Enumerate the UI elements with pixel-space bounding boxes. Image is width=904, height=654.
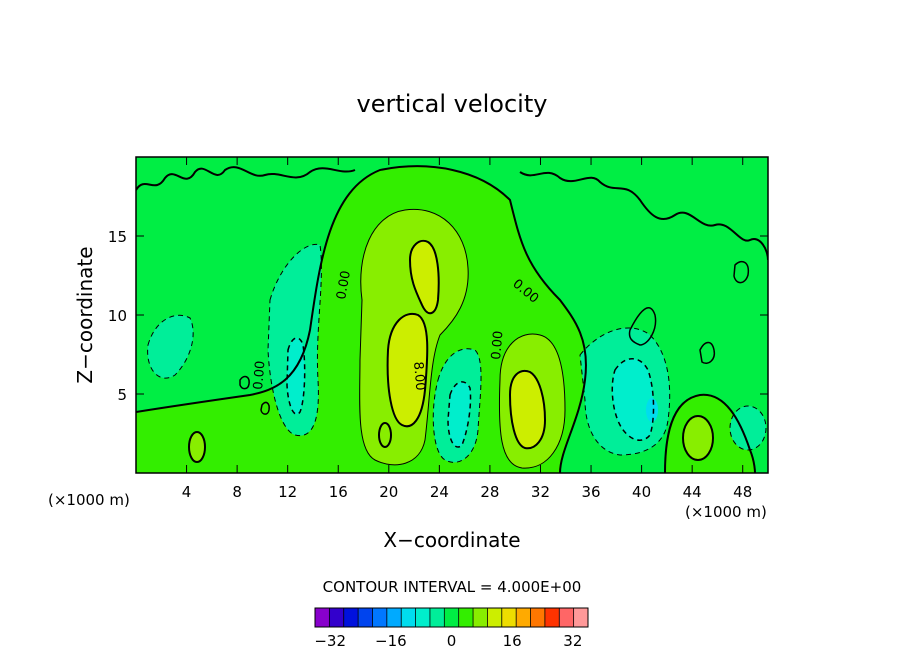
colorbar-swatch — [458, 608, 474, 627]
colorbar-frame — [314, 607, 589, 628]
x-tick-label: 20 — [379, 483, 398, 501]
x-tick-label: 48 — [733, 483, 752, 501]
x-tick-label: 40 — [632, 483, 651, 501]
colorbar-tick-label: −16 — [375, 632, 407, 650]
colorbar-swatch — [315, 608, 330, 627]
colorbar-ticks: −32 −16 0 16 32 — [314, 632, 582, 650]
y-axis-ticks: 5 10 15 — [108, 228, 768, 404]
colorbar-swatch — [429, 608, 445, 627]
x-tick-label: 44 — [683, 483, 702, 501]
downdraft-west-inner — [287, 338, 305, 415]
colorbar-swatch — [401, 608, 416, 627]
colorbar-swatch — [386, 608, 402, 627]
colorbar-swatch — [473, 608, 488, 627]
colorbar-tick-label: −32 — [314, 632, 346, 650]
colorbar-swatch — [487, 608, 503, 627]
updraft-west — [189, 432, 205, 462]
downdraft-east-core — [646, 398, 658, 422]
x-unit-label-right: (×1000 m) — [685, 503, 767, 521]
colorbar-swatch — [544, 608, 560, 627]
contour-lines — [136, 165, 768, 473]
updraft-core-low — [387, 313, 428, 427]
x-axis-ticks: 4 8 12 16 20 24 28 32 36 40 44 48 — [182, 157, 752, 501]
contour-label: 0.00 — [251, 360, 268, 390]
x-tick-label: 12 — [278, 483, 297, 501]
colorbar-tick-label: 16 — [503, 632, 522, 650]
colorbar-swatch — [516, 608, 531, 627]
contour-interval-label: CONTOUR INTERVAL = 4.000E+00 — [323, 578, 582, 596]
colorbar-swatch — [372, 608, 388, 627]
colorbar-swatch — [343, 608, 359, 627]
x-tick-label: 24 — [430, 483, 449, 501]
x-tick-label: 36 — [581, 483, 600, 501]
colorbar-tick-label: 32 — [563, 632, 582, 650]
colorbar-swatch — [559, 608, 574, 627]
downdraft-far-west — [147, 315, 194, 379]
contour-label: 8.00 — [410, 361, 427, 391]
y-axis-label: Z−coordinate — [73, 246, 97, 383]
colorbar-tick-label: 0 — [447, 632, 457, 650]
colorbar — [314, 607, 589, 628]
x-tick-label: 8 — [232, 483, 242, 501]
colorbar-swatch — [329, 608, 345, 627]
updraft-core-inner — [410, 240, 439, 314]
x-tick-label: 28 — [480, 483, 499, 501]
x-tick-label: 4 — [182, 483, 192, 501]
downdraft-center-inner — [448, 381, 471, 448]
chart-title: vertical velocity — [357, 90, 548, 118]
colorbar-swatch — [358, 608, 373, 627]
updraft-east-inner — [510, 370, 545, 449]
y-tick-label: 15 — [108, 228, 127, 246]
x-axis-label: X−coordinate — [383, 528, 520, 552]
colorbar-swatch — [501, 608, 517, 627]
x-tick-label: 16 — [329, 483, 348, 501]
colorbar-swatch — [530, 608, 546, 627]
plot-area: 0.00 0.00 0.00 0.00 8.00 — [136, 157, 768, 473]
contour-label: 0.00 — [489, 330, 506, 360]
contour-label: 0.00 — [334, 270, 354, 301]
y-tick-label: 5 — [117, 386, 127, 404]
x-tick-label: 32 — [531, 483, 550, 501]
colorbar-swatch — [573, 608, 589, 627]
downdraft-east-inner — [612, 358, 654, 441]
colorbar-swatch — [415, 608, 431, 627]
y-tick-label: 10 — [108, 307, 127, 325]
colorbar-swatch — [444, 608, 459, 627]
updraft-far-east — [683, 416, 713, 460]
x-unit-label-left: (×1000 m) — [48, 491, 130, 509]
downdraft-far-east — [730, 406, 766, 450]
